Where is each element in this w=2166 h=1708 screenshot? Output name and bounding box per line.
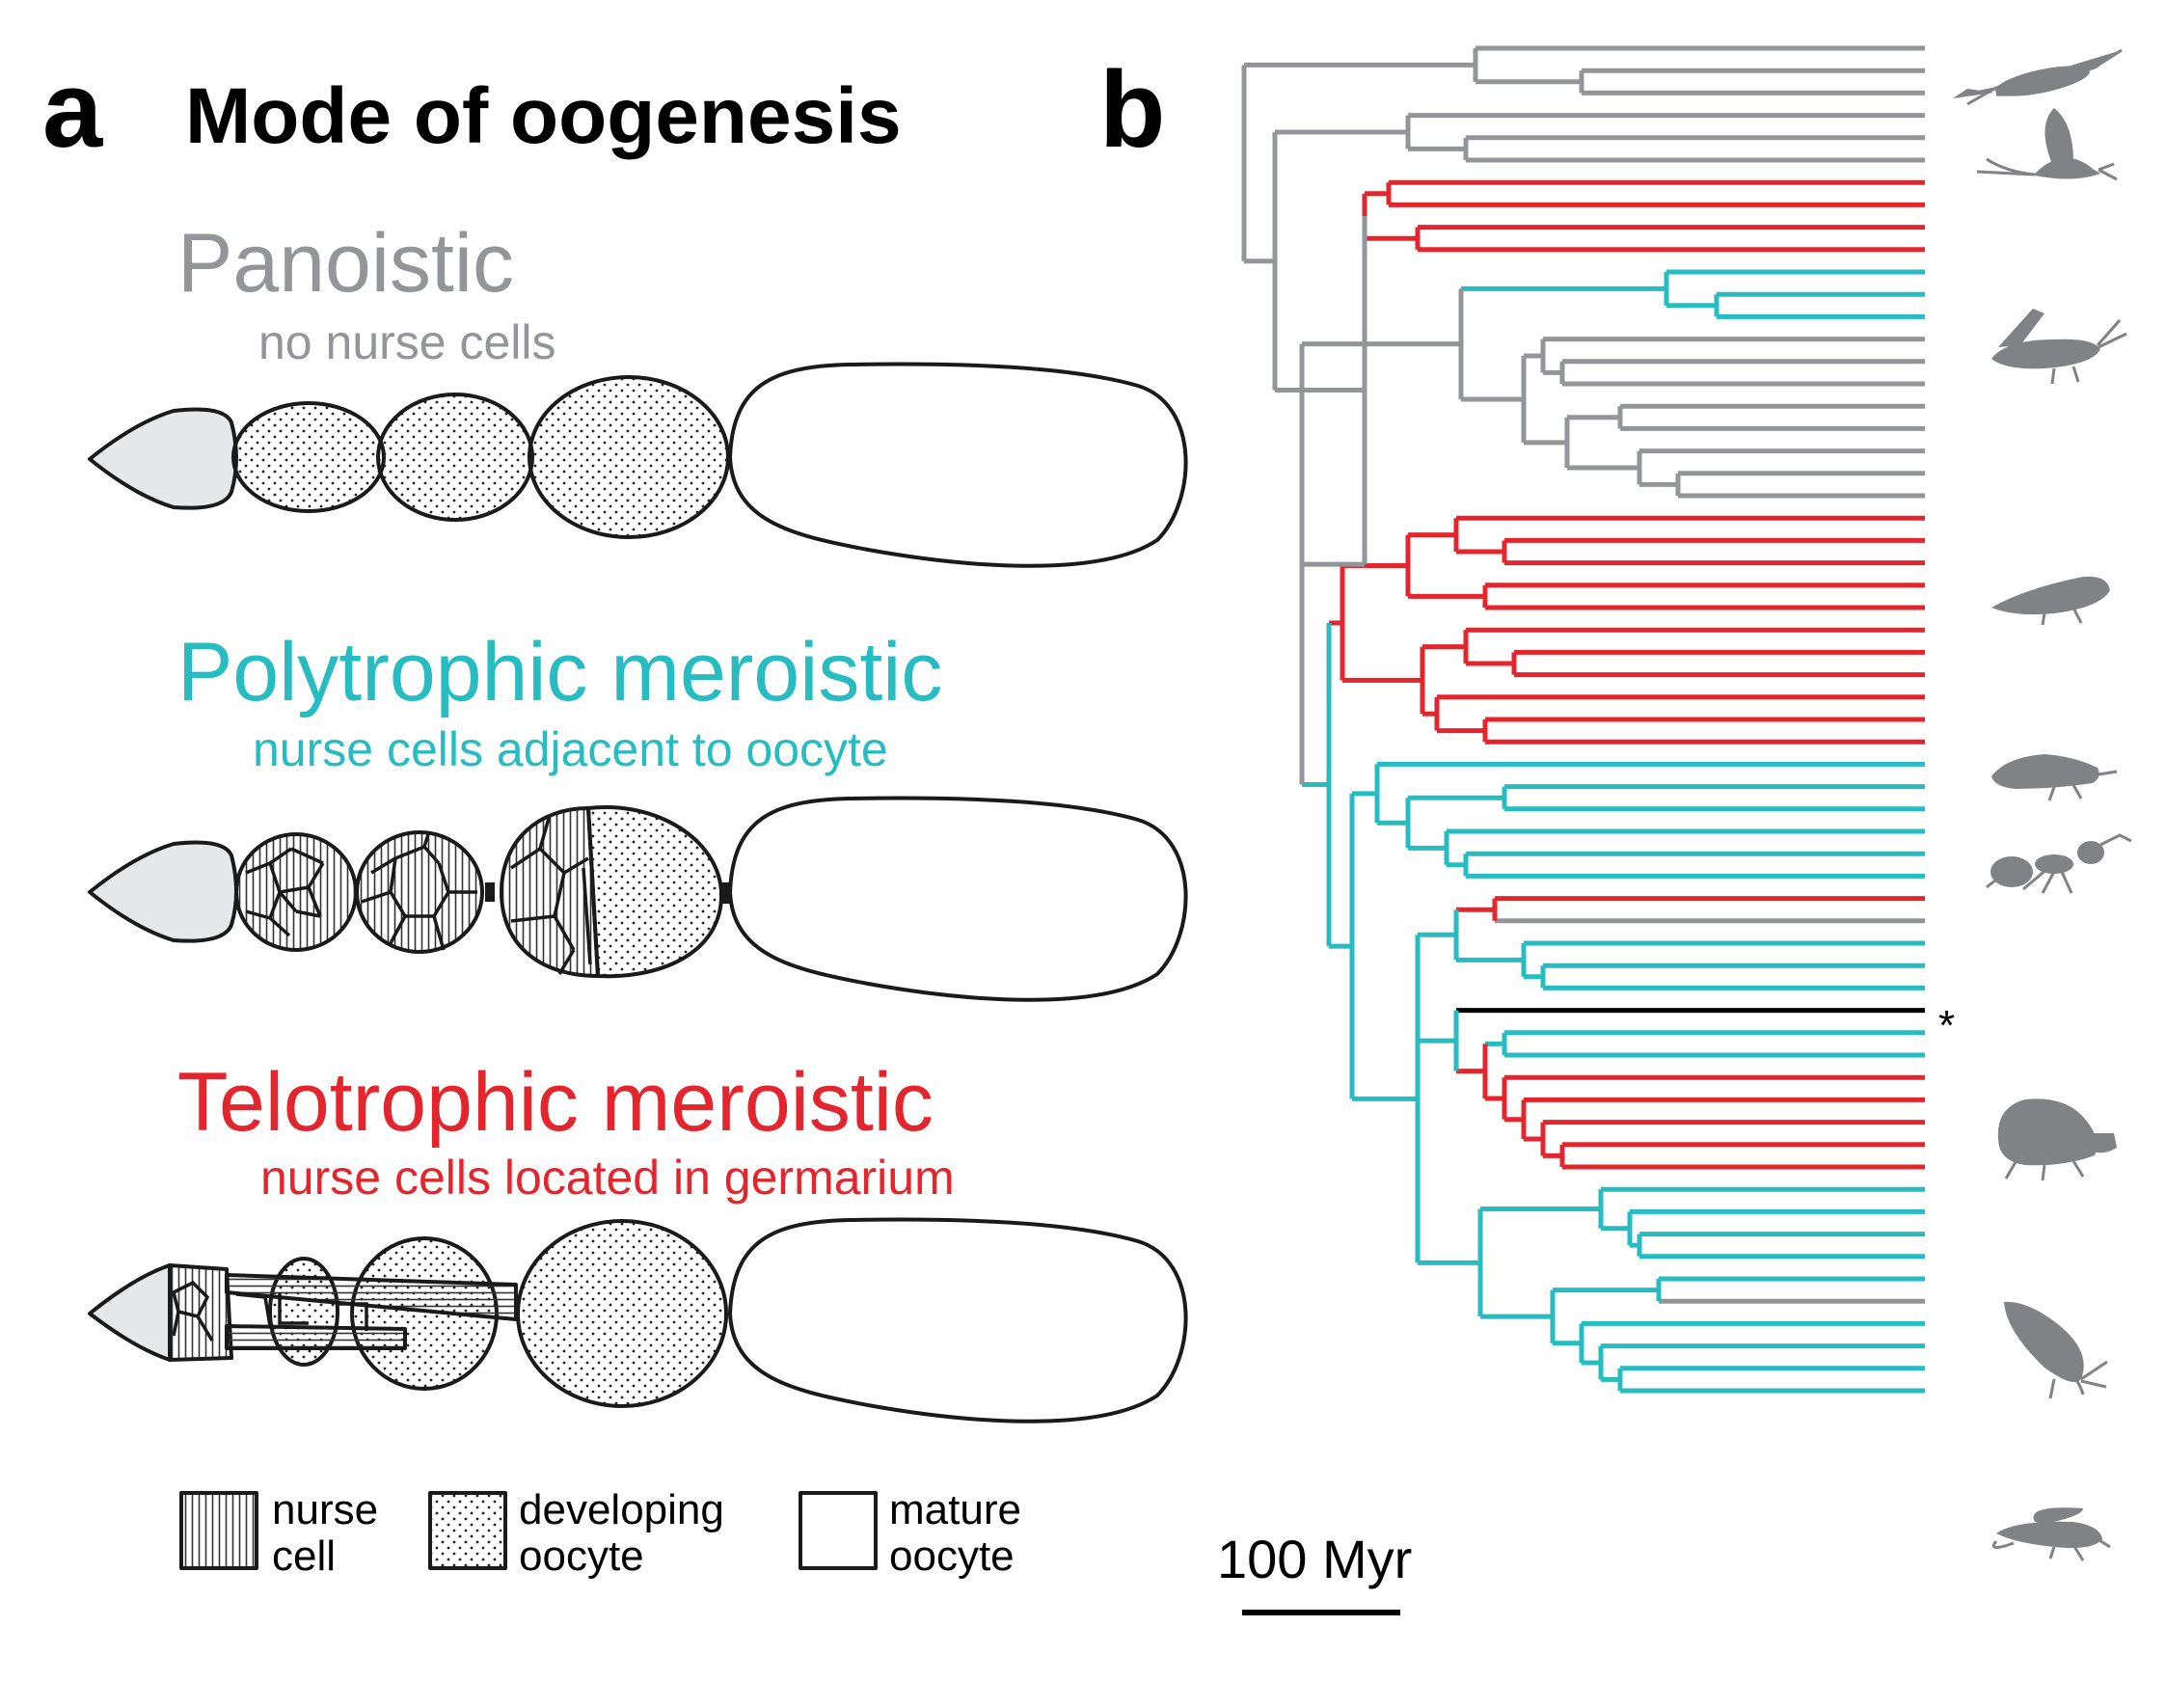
grasshopper-icon	[1991, 309, 2127, 385]
panel-b: b * 100 Myr	[1099, 44, 2132, 1615]
mode-telotrophic-description: nurse cells located in germarium	[260, 1151, 955, 1205]
legend-swatch-nurse-cell	[179, 1491, 258, 1570]
silverfish-icon	[1953, 44, 2131, 106]
mode-polytrophic-description: nurse cells adjacent to oocyte	[253, 722, 888, 776]
mayfly-icon	[1976, 108, 2118, 181]
mode-panoistic-description: no nurse cells	[258, 315, 556, 369]
legend-label-mature-line1: mature	[889, 1486, 1021, 1533]
ovariole-telotrophic	[88, 1217, 1188, 1423]
mode-telotrophic-name: Telotrophic meroistic	[177, 1056, 934, 1149]
mode-polytrophic-name: Polytrophic meroistic	[177, 626, 942, 718]
fly-icon	[1991, 1507, 2111, 1561]
asterisk-marker: *	[1938, 1002, 1955, 1049]
scale-bar-label: 100 Myr	[1217, 1529, 1412, 1589]
legend-label-developing-line2: oocyte	[519, 1532, 644, 1580]
legend-label-mature-line2: oocyte	[889, 1532, 1015, 1580]
bug-icon	[1991, 576, 2110, 626]
legend-swatch-mature-oocyte	[799, 1491, 878, 1570]
legend-swatch-developing-oocyte	[428, 1491, 507, 1570]
legend: nurse cell developing oocyte mature oocy…	[179, 1486, 1021, 1580]
panel-a-letter: a	[42, 49, 103, 170]
beetle-icon	[1997, 1098, 2117, 1181]
panel-a: a Mode of oogenesis Panoistic no nurse c…	[42, 49, 1188, 1580]
legend-label-nurse-line1: nurse	[272, 1486, 378, 1533]
ant-icon	[1986, 833, 2132, 894]
ovariole-polytrophic	[88, 796, 1188, 1002]
phylogeny-tree	[1241, 45, 1925, 1394]
panel-a-title: Mode of oogenesis	[185, 72, 902, 160]
legend-label-developing-line1: developing	[519, 1486, 724, 1533]
thrips-icon	[1991, 754, 2118, 801]
silhouettes	[1953, 44, 2132, 1561]
mode-panoistic-name: Panoistic	[177, 217, 514, 310]
panel-b-letter: b	[1099, 49, 1165, 170]
ovariole-panoistic	[88, 362, 1188, 568]
legend-label-nurse-line2: cell	[272, 1532, 336, 1580]
butterfly-icon	[2004, 1301, 2108, 1399]
